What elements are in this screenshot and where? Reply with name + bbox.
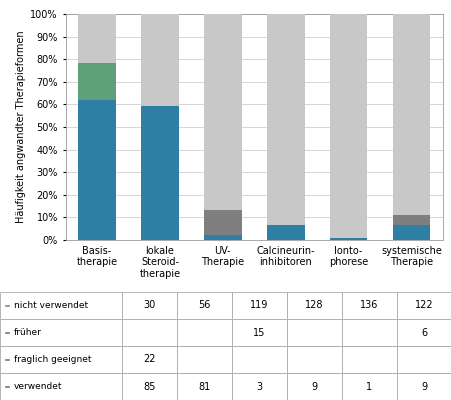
Text: 9: 9	[420, 382, 427, 392]
Bar	[231, 346, 286, 373]
Text: lokale
Steroid-
therapie: lokale Steroid- therapie	[139, 246, 180, 279]
Bar	[266, 14, 304, 225]
Bar	[122, 319, 177, 346]
Bar	[5, 304, 9, 306]
Bar	[341, 319, 396, 346]
Text: 15: 15	[253, 328, 265, 338]
Bar	[266, 225, 304, 240]
Text: 81: 81	[198, 382, 210, 392]
Text: früher: früher	[14, 328, 41, 337]
Bar	[122, 373, 177, 400]
Bar	[5, 386, 9, 388]
Text: 1: 1	[366, 382, 372, 392]
Text: Ionto-
phorese: Ionto- phorese	[328, 246, 368, 267]
Text: fraglich geeignet: fraglich geeignet	[14, 355, 91, 364]
Bar	[122, 346, 177, 373]
Bar	[286, 319, 341, 346]
Bar	[0, 346, 122, 373]
Text: Calcineurin-
inhibitoren: Calcineurin- inhibitoren	[256, 246, 314, 267]
Bar	[341, 346, 396, 373]
Bar	[396, 292, 451, 319]
Text: Basis-
therapie: Basis- therapie	[76, 246, 117, 267]
Text: systemische
Therapie: systemische Therapie	[380, 246, 441, 267]
Text: 128: 128	[304, 300, 323, 310]
Text: 30: 30	[143, 300, 155, 310]
Bar	[396, 319, 451, 346]
Text: 6: 6	[420, 328, 427, 338]
Text: 119: 119	[250, 300, 268, 310]
Y-axis label: Häufigkeit angwandter Therapieformen: Häufigkeit angwandter Therapieformen	[16, 31, 26, 223]
Bar	[231, 373, 286, 400]
Bar	[396, 346, 451, 373]
Bar	[203, 14, 241, 210]
Text: verwendet: verwendet	[14, 382, 62, 391]
Bar	[231, 319, 286, 346]
Bar	[177, 319, 231, 346]
Bar	[231, 292, 286, 319]
Bar	[177, 346, 231, 373]
Bar	[122, 292, 177, 319]
Bar	[0, 373, 122, 400]
Bar	[286, 292, 341, 319]
Bar	[78, 100, 115, 240]
Bar	[0, 319, 122, 346]
Bar	[5, 332, 9, 334]
Text: UV-
Therapie: UV- Therapie	[201, 246, 244, 267]
Text: 3: 3	[256, 382, 262, 392]
Bar	[396, 373, 451, 400]
Bar	[392, 215, 429, 225]
Bar	[177, 292, 231, 319]
Bar	[341, 373, 396, 400]
Bar	[286, 346, 341, 373]
Bar	[78, 64, 115, 100]
Bar	[329, 14, 367, 238]
Bar	[286, 373, 341, 400]
Bar	[177, 373, 231, 400]
Bar	[78, 14, 115, 64]
Text: nicht verwendet: nicht verwendet	[14, 301, 87, 310]
Text: 9: 9	[311, 382, 317, 392]
Bar	[392, 225, 429, 240]
Bar	[5, 358, 9, 360]
Bar	[203, 210, 241, 235]
Text: 56: 56	[198, 300, 210, 310]
Bar	[141, 14, 178, 106]
Bar	[141, 106, 178, 240]
Bar	[203, 235, 241, 240]
Bar	[392, 14, 429, 215]
Text: 85: 85	[143, 382, 156, 392]
Text: 122: 122	[414, 300, 433, 310]
Text: 136: 136	[359, 300, 378, 310]
Bar	[0, 292, 122, 319]
Bar	[341, 292, 396, 319]
Bar	[329, 238, 367, 240]
Text: 22: 22	[143, 354, 156, 364]
